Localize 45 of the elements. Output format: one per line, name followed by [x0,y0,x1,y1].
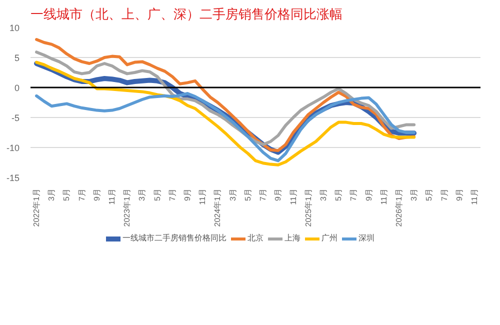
x-tick-label: 11月 [108,188,117,205]
x-tick-label: 5月 [334,188,344,201]
x-tick-label: 5月 [152,188,162,201]
legend-label: 一线城市二手房销售价格同比 [122,232,226,244]
x-tick-label: 9月 [454,188,464,201]
x-tick-label: 11月 [470,188,479,205]
line-series [35,38,416,152]
y-tick-label: -10 [6,143,20,153]
line-series [35,92,416,162]
x-tick-label: 3月 [318,188,328,201]
x-tick-label: 7月 [440,188,449,201]
legend-label: 北京 [248,232,264,244]
x-tick-label: 9月 [274,188,283,201]
x-tick-label: 11月 [288,188,298,205]
x-tick-label: 11月 [379,188,388,205]
y-tick-label: 5 [14,53,20,63]
x-tick-label: 7月 [349,188,358,201]
x-tick-label: 2023年1月 [122,188,132,227]
x-tick-label: 5月 [243,188,252,201]
y-tick-label: 10 [9,23,20,33]
x-tick-label: 7月 [77,188,86,201]
chart-title: 一线城市（北、上、广、深）二手房销售价格同比涨幅 [30,6,342,22]
x-tick-label: 3月 [410,188,419,201]
x-tick-label: 9月 [92,188,102,201]
x-tick-label: 5月 [62,188,72,201]
legend-label: 深圳 [358,232,374,244]
y-tick-label: -15 [6,173,20,183]
x-tick-label: 3月 [138,188,147,201]
y-tick-label: -5 [12,113,20,123]
x-tick-label: 2022年1月 [32,188,42,227]
x-tick-label: 3月 [47,188,56,201]
x-tick-label: 7月 [258,188,268,201]
x-tick-label: 7月 [168,188,177,201]
x-tick-label: 11月 [198,188,208,205]
line-series [35,50,416,146]
x-tick-label: 2025年1月 [304,188,313,227]
x-tick-label: 9月 [364,188,374,201]
legend-label: 上海 [284,232,300,244]
legend-label: 广州 [322,232,338,244]
x-tick-label: 9月 [183,188,192,201]
x-tick-label: 5月 [424,188,434,201]
x-tick-label: 2026年1月 [394,188,404,227]
y-tick-label: 0 [14,83,20,93]
x-tick-label: 3月 [228,188,238,201]
x-tick-label: 2024年1月 [213,188,222,227]
